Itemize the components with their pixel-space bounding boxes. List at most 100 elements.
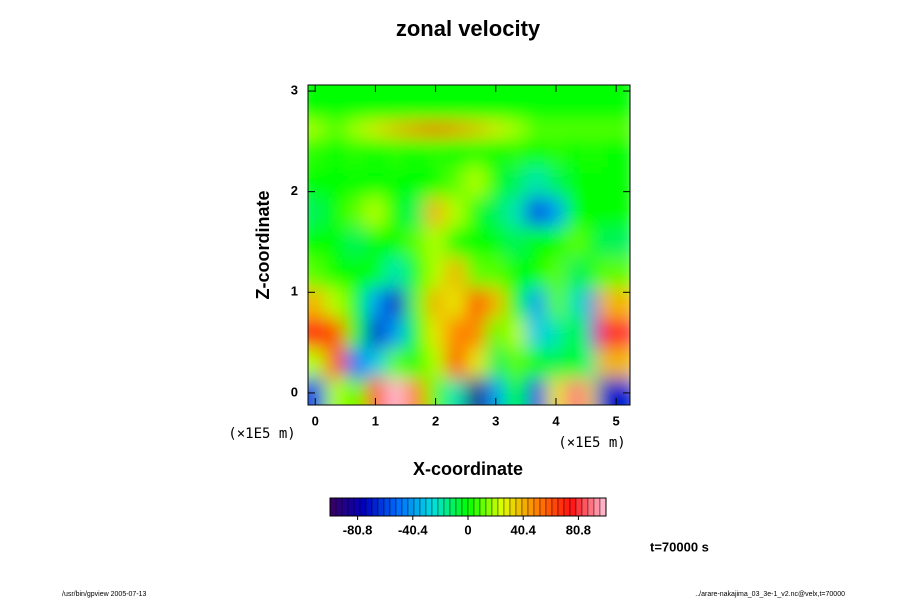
cell — [596, 317, 630, 349]
cell — [425, 166, 447, 198]
cell — [324, 196, 346, 228]
cell — [425, 317, 447, 349]
x-tick-label: 5 — [613, 413, 620, 428]
colorbar-swatch — [437, 497, 445, 517]
cell — [385, 317, 407, 349]
y-tick-label: 2 — [291, 183, 298, 198]
colorbar-swatch — [599, 497, 607, 517]
cell — [465, 317, 487, 349]
cell — [526, 166, 547, 198]
cell — [526, 257, 547, 288]
cell — [565, 136, 587, 168]
cell — [546, 287, 567, 318]
colorbar-swatch — [497, 497, 505, 517]
cell — [345, 166, 366, 198]
cell — [445, 85, 467, 122]
cell — [526, 85, 547, 122]
cell — [365, 136, 386, 168]
colorbar-swatch — [581, 497, 589, 517]
cell — [345, 196, 366, 228]
colorbar-swatch — [593, 497, 601, 517]
cell — [365, 196, 386, 228]
cell — [485, 166, 507, 198]
cell — [565, 317, 587, 349]
cell — [485, 347, 507, 379]
cell — [385, 85, 407, 122]
colorbar-swatch — [539, 497, 547, 517]
cell — [445, 226, 467, 258]
colorbar-swatch — [407, 497, 415, 517]
cell — [465, 196, 487, 228]
cell — [505, 287, 527, 318]
cell — [505, 136, 527, 168]
cell — [505, 347, 527, 379]
cell — [465, 257, 487, 288]
cell — [546, 226, 567, 258]
x-tick-label: 3 — [492, 413, 499, 428]
cell — [505, 85, 527, 122]
cell — [565, 226, 587, 258]
cell — [485, 85, 507, 122]
colorbar-swatch — [455, 497, 463, 517]
cell — [425, 226, 447, 258]
cell — [465, 136, 487, 168]
colorbar-swatch — [353, 497, 361, 517]
colorbar-swatch — [413, 497, 421, 517]
colorbar-tick-label: -40.4 — [398, 522, 428, 537]
cell — [345, 136, 366, 168]
colorbar-swatch — [467, 497, 475, 517]
cell — [526, 196, 547, 228]
colorbar-swatch — [377, 497, 385, 517]
cell — [324, 85, 346, 122]
colorbar-tick-label: 0 — [464, 522, 471, 537]
x-tick-label: 4 — [552, 413, 560, 428]
cell — [405, 347, 427, 379]
cell — [565, 347, 587, 379]
cell — [445, 166, 467, 198]
cell — [385, 136, 407, 168]
cell — [596, 196, 630, 228]
cell — [546, 257, 567, 288]
x-unit: (×1E5 m) — [558, 435, 625, 451]
colorbar-swatch — [395, 497, 403, 517]
cell — [405, 85, 427, 122]
plot-frame — [307, 84, 631, 406]
colorbar-swatch — [473, 497, 481, 517]
axes: 0 1 2 3 4 5 0 1 2 3 -80.8 -40.4 0 40.4 80.8 — [291, 82, 631, 537]
cell — [405, 226, 427, 258]
cell — [445, 287, 467, 318]
colorbar-swatch — [563, 497, 571, 517]
footer-left: /usr/bin/gpview 2005-07-13 — [62, 591, 147, 598]
cell — [596, 226, 630, 258]
cell — [485, 196, 507, 228]
colorbar-swatch — [527, 497, 535, 517]
time-label: t=70000 s — [650, 539, 709, 554]
colorbar-swatch — [341, 497, 349, 517]
cell — [385, 257, 407, 288]
cell — [365, 85, 386, 122]
cell — [596, 347, 630, 379]
colorbar-swatch — [359, 497, 367, 517]
cell — [465, 226, 487, 258]
colorbar-swatch — [329, 497, 337, 517]
field — [308, 85, 630, 405]
cell — [485, 317, 507, 349]
colorbar-swatch — [443, 497, 451, 517]
cell — [465, 347, 487, 379]
colorbar-swatch — [545, 497, 553, 517]
cell — [546, 196, 567, 228]
cell — [505, 226, 527, 258]
y-tick-label: 0 — [291, 384, 298, 399]
cell — [465, 166, 487, 198]
cell — [385, 287, 407, 318]
x-tick-label: 1 — [372, 413, 379, 428]
cell — [485, 136, 507, 168]
cell — [425, 136, 447, 168]
colorbar-swatch — [533, 497, 541, 517]
cell — [425, 196, 447, 228]
cell — [485, 226, 507, 258]
cell — [324, 257, 346, 288]
cell — [465, 287, 487, 318]
